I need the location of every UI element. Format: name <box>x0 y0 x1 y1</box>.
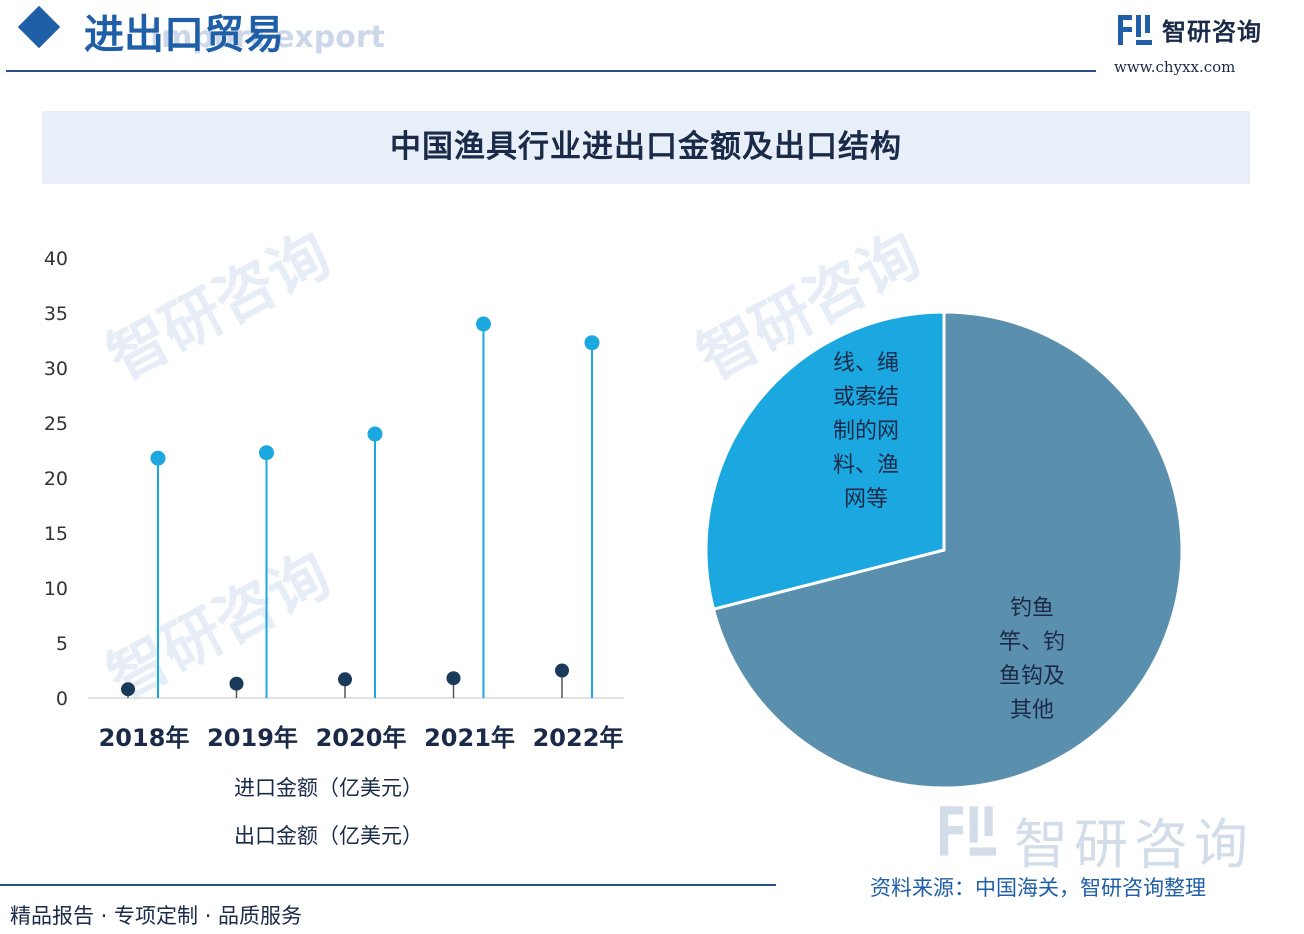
pie-slice-label: 线、绳或索结制的网料、渔网等 <box>833 351 899 512</box>
chart-title: 中国渔具行业进出口金额及出口结构 <box>390 129 902 165</box>
y-tick-label: 0 <box>56 688 68 710</box>
x-tick-label: 2021年 <box>424 724 515 752</box>
legend-export: 出口金额（亿美元） <box>234 824 423 848</box>
y-tick-label: 40 <box>44 248 68 270</box>
export-point <box>259 445 274 461</box>
import-point <box>121 682 135 697</box>
footer-tagline: 精品报告 · 专项定制 · 品质服务 <box>10 904 303 928</box>
export-point <box>476 316 491 332</box>
y-tick-label: 20 <box>44 468 68 490</box>
pie-chart: 钓鱼竿、钓鱼钩及其他 线、绳或索结制的网料、渔网等 <box>704 310 1184 790</box>
brand-url: www.chyxx.com <box>1114 58 1236 76</box>
y-tick-label: 35 <box>44 303 68 325</box>
chart-title-banner: 中国渔具行业进出口金额及出口结构 <box>42 111 1250 184</box>
brand-logo-icon <box>1118 15 1152 45</box>
lollipop-chart: 0 5 10 15 20 25 30 35 40 2018年 2019年 2020年 2021年 2022… <box>44 248 624 752</box>
export-point <box>150 450 166 466</box>
pie-slice <box>704 310 946 612</box>
import-point <box>555 663 569 678</box>
x-tick-label: 2022年 <box>533 724 624 752</box>
y-tick-label: 15 <box>44 523 68 545</box>
legend-import: 进口金额（亿美元） <box>234 776 423 800</box>
footer-source: 资料来源：中国海关，智研咨询整理 <box>870 876 1206 900</box>
import-point <box>446 671 461 686</box>
footer-logo-icon <box>940 806 996 856</box>
export-point <box>584 335 600 351</box>
header-title: 进出口贸易 <box>84 11 284 58</box>
header-subtitle: Import export <box>150 20 386 55</box>
pie-slice-label: 钓鱼竿、钓鱼钩及其他 <box>999 596 1065 723</box>
import-point <box>338 672 352 687</box>
footer-brand-name: 智研咨询 <box>1014 813 1254 876</box>
y-tick-label: 10 <box>44 578 68 600</box>
x-tick-label: 2019年 <box>207 724 298 752</box>
x-tick-label: 2020年 <box>316 724 407 752</box>
y-tick-label: 25 <box>44 413 68 435</box>
brand-name: 智研咨询 <box>1162 18 1262 46</box>
footer-rule <box>0 884 776 886</box>
pie-slice <box>711 310 1184 790</box>
export-point <box>367 426 383 442</box>
y-tick-label: 5 <box>56 633 68 655</box>
import-point <box>229 676 244 691</box>
x-tick-label: 2018年 <box>99 724 190 752</box>
y-tick-label: 30 <box>44 358 68 380</box>
header-rule <box>6 70 1096 72</box>
